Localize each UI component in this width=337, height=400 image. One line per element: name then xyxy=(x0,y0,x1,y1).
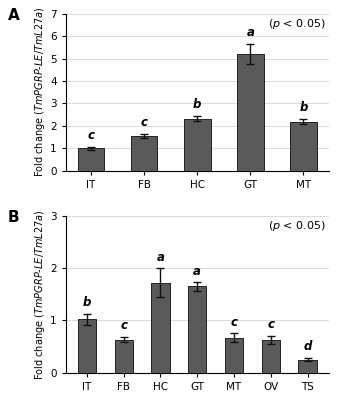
Text: B: B xyxy=(8,210,20,225)
Bar xyxy=(115,340,133,373)
Text: c: c xyxy=(141,116,148,129)
Bar xyxy=(237,54,264,170)
Text: b: b xyxy=(193,98,202,111)
Bar xyxy=(225,338,243,373)
Bar xyxy=(298,360,317,373)
Y-axis label: Fold change ($\it{TmPGRP}$-$\it{LE}$/$\it{TmL27a}$): Fold change ($\it{TmPGRP}$-$\it{LE}$/$\i… xyxy=(33,209,48,380)
Bar xyxy=(290,122,317,170)
Bar xyxy=(131,136,157,170)
Text: c: c xyxy=(88,129,94,142)
Text: a: a xyxy=(156,250,164,264)
Text: b: b xyxy=(299,101,308,114)
Text: d: d xyxy=(303,340,312,353)
Text: A: A xyxy=(8,8,20,23)
Bar xyxy=(78,148,104,170)
Text: c: c xyxy=(120,320,127,332)
Bar xyxy=(151,283,170,373)
Y-axis label: Fold change ($\it{TmPGRP}$-$\it{LE}$/$\it{TmL27a}$): Fold change ($\it{TmPGRP}$-$\it{LE}$/$\i… xyxy=(33,7,48,178)
Bar xyxy=(188,286,207,373)
Text: c: c xyxy=(231,316,238,329)
Bar xyxy=(184,119,211,170)
Text: c: c xyxy=(267,318,274,331)
Text: a: a xyxy=(193,265,201,278)
Bar xyxy=(78,319,96,373)
Text: a: a xyxy=(246,26,254,39)
Text: ($\it{p}$ < 0.05): ($\it{p}$ < 0.05) xyxy=(268,219,326,233)
Text: ($\it{p}$ < 0.05): ($\it{p}$ < 0.05) xyxy=(268,17,326,31)
Bar xyxy=(262,340,280,373)
Text: b: b xyxy=(83,296,91,310)
